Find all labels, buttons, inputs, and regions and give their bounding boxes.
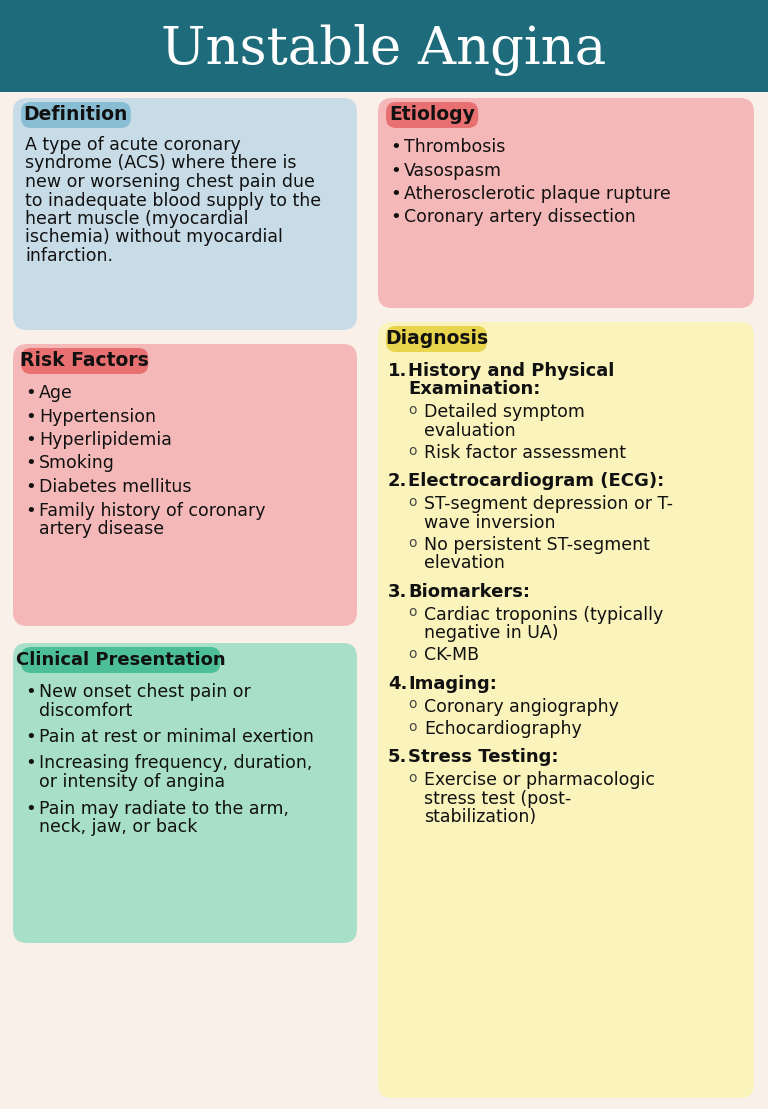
FancyBboxPatch shape [13,344,357,625]
Text: to inadequate blood supply to the: to inadequate blood supply to the [25,192,321,210]
Text: Detailed symptom: Detailed symptom [424,403,585,421]
Text: Atherosclerotic plaque rupture: Atherosclerotic plaque rupture [404,185,670,203]
Text: •: • [25,800,36,817]
Text: •: • [25,478,36,496]
Text: •: • [390,138,401,156]
Text: wave inversion: wave inversion [424,513,555,531]
Text: or intensity of angina: or intensity of angina [39,773,225,791]
Text: elevation: elevation [424,554,505,572]
Text: Increasing frequency, duration,: Increasing frequency, duration, [39,754,313,773]
Text: •: • [25,501,36,519]
Text: A type of acute coronary: A type of acute coronary [25,136,240,154]
Text: Family history of coronary: Family history of coronary [39,501,266,519]
Text: CK-MB: CK-MB [424,647,479,664]
Text: o: o [408,698,416,712]
Text: discomfort: discomfort [39,702,132,720]
FancyBboxPatch shape [21,647,220,673]
Text: infarction.: infarction. [25,247,113,265]
Text: 1.: 1. [388,362,407,380]
Text: syndrome (ACS) where there is: syndrome (ACS) where there is [25,154,296,173]
Text: ST-segment depression or T-: ST-segment depression or T- [424,495,673,513]
Text: •: • [25,728,36,746]
Text: Pain at rest or minimal exertion: Pain at rest or minimal exertion [39,728,314,746]
Text: heart muscle (myocardial: heart muscle (myocardial [25,210,249,228]
Text: o: o [408,495,416,509]
Text: Coronary artery dissection: Coronary artery dissection [404,208,636,226]
Text: Smoking: Smoking [39,455,115,472]
Text: o: o [408,536,416,550]
Text: Pain may radiate to the arm,: Pain may radiate to the arm, [39,800,289,817]
FancyBboxPatch shape [386,326,487,352]
Text: •: • [25,407,36,426]
Text: 4.: 4. [388,675,407,693]
Text: Definition: Definition [24,105,128,124]
Text: •: • [25,683,36,701]
Text: stabilization): stabilization) [424,808,536,826]
Text: Echocardiography: Echocardiography [424,720,581,737]
Text: ischemia) without myocardial: ischemia) without myocardial [25,228,283,246]
FancyBboxPatch shape [0,0,768,92]
Text: Diagnosis: Diagnosis [385,329,488,348]
Text: Hypertension: Hypertension [39,407,156,426]
Text: •: • [25,455,36,472]
Text: Examination:: Examination: [408,380,541,398]
Text: 5.: 5. [388,749,407,766]
Text: evaluation: evaluation [424,421,515,439]
FancyBboxPatch shape [378,98,754,308]
Text: Exercise or pharmacologic: Exercise or pharmacologic [424,771,655,788]
Text: History and Physical: History and Physical [408,362,614,380]
Text: Vasospasm: Vasospasm [404,162,502,180]
Text: Imaging:: Imaging: [408,675,497,693]
Text: Stress Testing:: Stress Testing: [408,749,558,766]
Text: 3.: 3. [388,583,407,601]
Text: Diabetes mellitus: Diabetes mellitus [39,478,191,496]
Text: Cardiac troponins (typically: Cardiac troponins (typically [424,606,664,623]
Text: •: • [390,162,401,180]
Text: •: • [390,208,401,226]
Text: New onset chest pain or: New onset chest pain or [39,683,250,701]
Text: Thrombosis: Thrombosis [404,138,505,156]
FancyBboxPatch shape [21,348,148,374]
Text: •: • [25,754,36,773]
FancyBboxPatch shape [13,643,357,943]
FancyBboxPatch shape [378,322,754,1098]
Text: No persistent ST-segment: No persistent ST-segment [424,536,650,554]
Text: 2.: 2. [388,472,407,490]
Text: stress test (post-: stress test (post- [424,790,571,807]
Text: •: • [390,185,401,203]
Text: negative in UA): negative in UA) [424,624,558,642]
Text: Unstable Angina: Unstable Angina [161,24,607,77]
FancyBboxPatch shape [13,98,357,330]
Text: Etiology: Etiology [389,105,475,124]
Text: •: • [25,431,36,449]
Text: o: o [408,771,416,785]
Text: Risk Factors: Risk Factors [20,352,149,370]
Text: Hyperlipidemia: Hyperlipidemia [39,431,172,449]
Text: o: o [408,444,416,458]
Text: Risk factor assessment: Risk factor assessment [424,444,626,462]
FancyBboxPatch shape [21,102,131,128]
Text: o: o [408,647,416,661]
Text: o: o [408,720,416,734]
Text: •: • [25,384,36,401]
Text: new or worsening chest pain due: new or worsening chest pain due [25,173,315,191]
Text: Coronary angiography: Coronary angiography [424,698,619,715]
Text: artery disease: artery disease [39,520,164,538]
Text: neck, jaw, or back: neck, jaw, or back [39,818,197,836]
Text: Biomarkers:: Biomarkers: [408,583,530,601]
Text: o: o [408,606,416,620]
Text: o: o [408,403,416,417]
Text: Age: Age [39,384,73,401]
Text: Clinical Presentation: Clinical Presentation [16,651,226,669]
FancyBboxPatch shape [386,102,478,128]
Text: Electrocardiogram (ECG):: Electrocardiogram (ECG): [408,472,664,490]
